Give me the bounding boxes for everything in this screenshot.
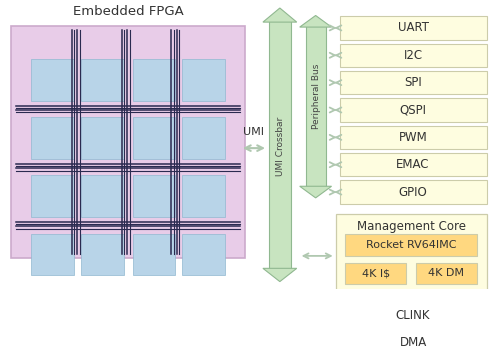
Bar [31, 234, 74, 275]
Bar [182, 117, 225, 159]
Bar [81, 59, 124, 101]
Bar [416, 263, 476, 284]
Bar [81, 176, 124, 217]
Bar [306, 25, 326, 188]
Bar [182, 176, 225, 217]
Bar [31, 176, 74, 217]
Bar [182, 59, 225, 101]
Text: Management Core: Management Core [356, 220, 466, 232]
Bar [31, 117, 74, 159]
Bar [336, 214, 486, 297]
Bar [269, 18, 291, 272]
Text: 4K I$: 4K I$ [362, 268, 390, 278]
Bar [81, 117, 124, 159]
Bar [12, 26, 245, 259]
Bar [340, 16, 486, 40]
Bar [132, 176, 176, 217]
Bar [340, 331, 486, 347]
Text: UMI Crossbar: UMI Crossbar [276, 117, 285, 176]
Polygon shape [263, 268, 296, 282]
Bar [81, 234, 124, 275]
Bar [346, 234, 476, 256]
Text: 4K DM: 4K DM [428, 268, 464, 278]
Polygon shape [263, 8, 296, 22]
Bar [340, 180, 486, 204]
Text: QSPI: QSPI [400, 103, 426, 117]
Text: SPI: SPI [404, 76, 422, 89]
Bar [340, 99, 486, 121]
Bar [132, 59, 176, 101]
Bar [132, 117, 176, 159]
Text: Embedded FPGA: Embedded FPGA [73, 5, 184, 18]
Text: Rocket RV64IMC: Rocket RV64IMC [366, 240, 456, 250]
Bar [340, 126, 486, 149]
Bar [340, 71, 486, 94]
Text: EMAC: EMAC [396, 158, 430, 171]
Text: UART: UART [398, 22, 428, 34]
Text: GPIO: GPIO [398, 186, 428, 198]
Bar [340, 44, 486, 67]
Bar [340, 304, 486, 327]
Polygon shape [300, 16, 332, 27]
Text: PWM: PWM [398, 131, 428, 144]
Text: I2C: I2C [404, 49, 422, 62]
Text: Peripheral Bus: Peripheral Bus [312, 64, 321, 129]
Bar [182, 234, 225, 275]
Bar [340, 153, 486, 176]
Bar [346, 263, 406, 284]
Bar [132, 234, 176, 275]
Bar [31, 59, 74, 101]
Text: CLINK: CLINK [396, 309, 430, 322]
Text: UMI: UMI [244, 127, 264, 136]
Polygon shape [300, 186, 332, 198]
Text: DMA: DMA [400, 337, 426, 347]
